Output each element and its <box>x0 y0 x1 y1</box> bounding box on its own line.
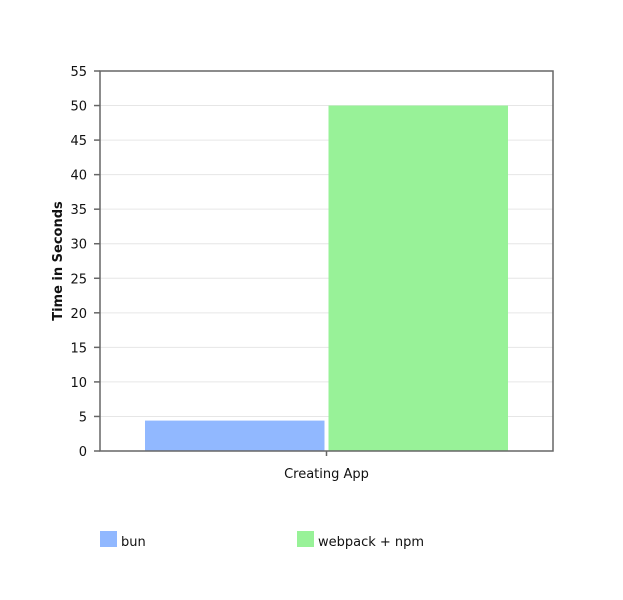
bar-bun <box>145 420 325 451</box>
y-tick-label: 10 <box>70 376 87 391</box>
y-tick-label: 55 <box>70 65 87 80</box>
y-tick-label: 45 <box>70 134 87 149</box>
y-axis-title: Time in Seconds <box>51 201 66 321</box>
y-tick-label: 35 <box>70 203 87 218</box>
legend-swatch <box>100 531 117 547</box>
y-axis-ticks: 0 5 10 15 20 25 30 35 40 45 50 55 <box>70 65 100 460</box>
y-tick-label: 5 <box>79 410 87 425</box>
y-tick-label: 40 <box>70 169 87 184</box>
legend: bun webpack + npm <box>100 531 424 550</box>
x-axis-ticks: Creating App <box>284 451 369 482</box>
y-tick-label: 15 <box>70 341 87 356</box>
y-tick-label: 0 <box>79 445 87 460</box>
bar-webpack-npm <box>328 105 508 451</box>
bars <box>145 105 508 451</box>
legend-label: bun <box>121 535 146 550</box>
y-tick-label: 30 <box>70 238 87 253</box>
legend-swatch <box>297 531 314 547</box>
legend-label: webpack + npm <box>318 535 424 550</box>
x-tick-label: Creating App <box>284 467 369 482</box>
y-tick-label: 20 <box>70 307 87 322</box>
y-tick-label: 50 <box>70 100 87 115</box>
y-tick-label: 25 <box>70 272 87 287</box>
